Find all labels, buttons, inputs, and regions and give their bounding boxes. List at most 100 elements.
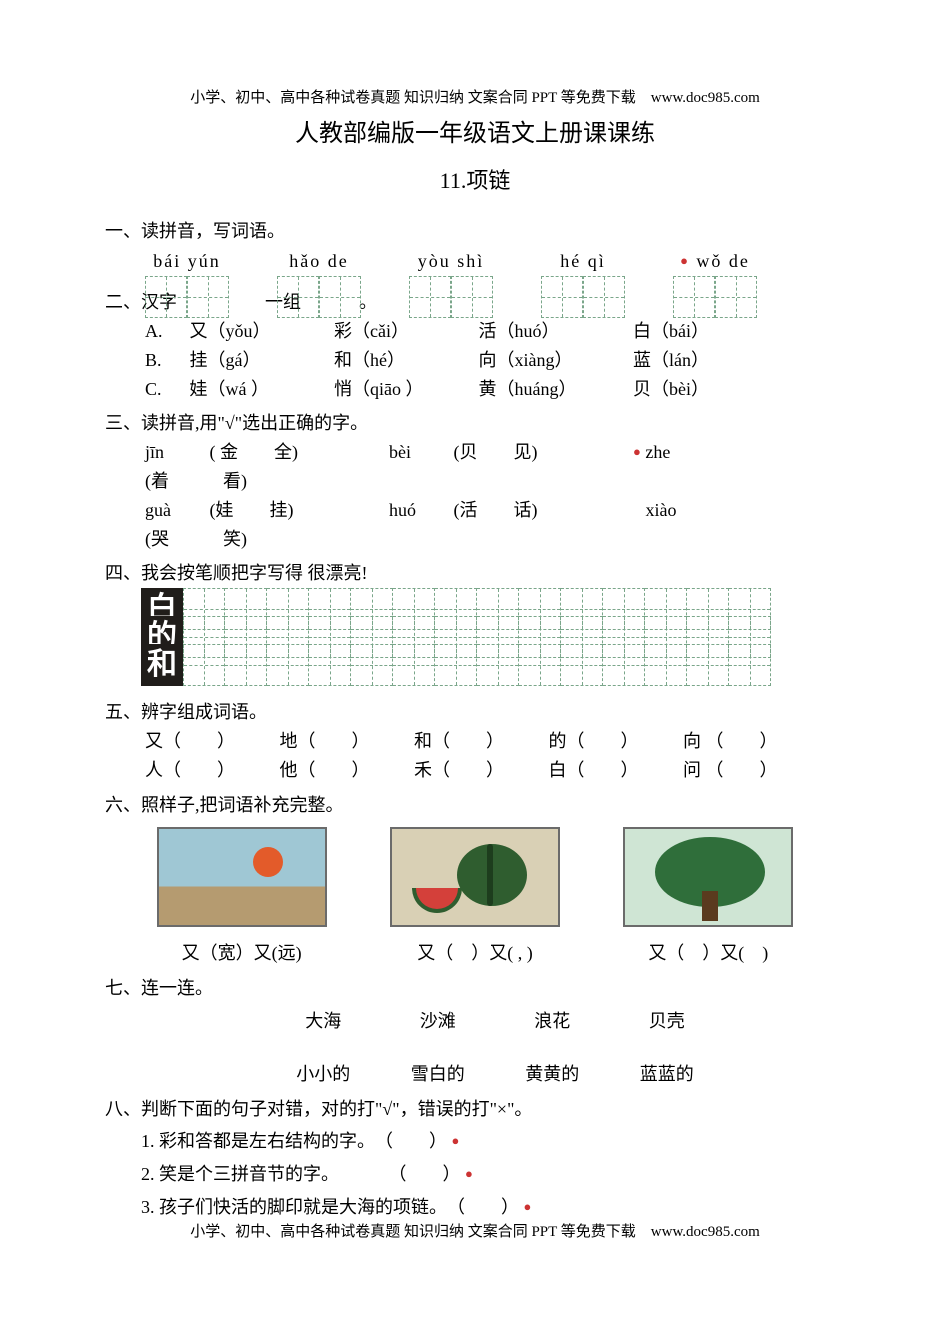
word-blank[interactable]: 白（ ） [549,756,679,785]
word-blank[interactable]: 他（ ） [280,756,410,785]
match-word[interactable]: 沙滩 [383,1007,493,1036]
caption: 又（宽）又(远) [142,939,342,968]
opt-cell: 和（hé） [334,346,474,375]
doc-title: 人教部编版一年级语文上册课课练 [105,115,845,153]
match-bottom[interactable]: 小小的 雪白的 黄黄的 蓝蓝的 [105,1060,845,1089]
tianzi-cell[interactable] [435,644,477,686]
tianzi-cell[interactable] [225,644,267,686]
opt-label: A. [145,317,185,346]
opt-cell: 向（xiàng） [479,346,629,375]
s2-row-a: A. 又（yǒu） 彩（cǎi） 活（huó） 白（bái） [105,317,845,346]
section-5: 五、辨字组成词语。 又（ ） 地（ ） 和（ ） 的（ ） 向 （ ） 人（ ）… [105,698,845,784]
section-8: 八、判断下面的句子对错，对的打"√"，错误的打"×"。 1. 彩和答都是左右结构… [105,1095,845,1222]
s8-item[interactable]: 2. 笑是个三拼音节的字。 （ ） ● [105,1160,845,1189]
s8-heading: 八、判断下面的句子对错，对的打"√"，错误的打"×"。 [105,1095,845,1124]
s4-heading: 四、我会按笔顺把字写得 很漂亮! [105,559,845,588]
opt-cell: 又（yǒu） [190,317,330,346]
opt-cell: 蓝（lán） [633,346,773,375]
image-sunset [157,827,327,927]
tianzi-cell[interactable] [351,644,393,686]
word-blank[interactable]: 向 （ ） [683,727,813,756]
pinyin: ● wǒ de [680,247,750,276]
tianzi-strip[interactable] [183,644,771,686]
s8-item[interactable]: 3. 孩子们快活的脚印就是大海的项链。 （ ） ● [105,1193,845,1222]
word-blank[interactable]: 地（ ） [280,727,410,756]
image-watermelon [390,827,560,927]
pinyin-label: guà [145,496,205,525]
tianzi-cell[interactable] [309,644,351,686]
stroke-grid: 白 的 和 [105,588,845,678]
tianzi-cell[interactable] [715,276,757,318]
s3-heading: 三、读拼音,用"√"选出正确的字。 [105,409,845,438]
tianzi-cell[interactable] [541,276,583,318]
tianzi-cell[interactable] [277,276,319,318]
tianzi-cell[interactable] [145,276,187,318]
tianzi-cell[interactable] [519,644,561,686]
char-box: 和 [141,644,183,686]
pinyin-label: xiào [646,496,696,525]
tianzi-cell[interactable] [451,276,493,318]
pinyin: hé qì [560,247,606,276]
tianzi-cell[interactable] [645,644,687,686]
s6-heading: 六、照样子,把词语补充完整。 [105,791,845,820]
pinyin-item: yòu shì [409,247,493,318]
tianzi-cell[interactable] [393,644,435,686]
tianzi-cell[interactable] [673,276,715,318]
pinyin-item: bái yún [145,247,229,318]
pinyin-item: hǎo de [277,247,361,318]
section-6: 六、照样子,把词语补充完整。 又（宽）又(远) 又（ ）又( , ) 又（ ）又… [105,791,845,969]
word-blank[interactable]: 又（ ） [145,727,275,756]
page-header: 小学、初中、高中各种试卷真题 知识归纳 文案合同 PPT 等免费下载 www.d… [0,86,950,110]
s8-item[interactable]: 1. 彩和答都是左右结构的字。 （ ） ● [105,1127,845,1156]
tianzi-cell[interactable] [687,644,729,686]
section-1: 一、读拼音，写词语。 bái yún hǎo de yòu shì hé qì … [105,217,845,319]
opt-label: C. [145,375,185,404]
choice-paren[interactable]: (活 话) [454,496,629,525]
pinyin-label: huó [389,496,449,525]
tianzi-cell[interactable] [183,644,225,686]
tianzi-cell[interactable] [319,276,361,318]
section-7: 七、连一连。 大海 沙滩 浪花 贝壳 小小的 雪白的 黄黄的 蓝蓝的 [105,974,845,1088]
marker-dot: ● [680,253,690,268]
tianzi-cell[interactable] [409,276,451,318]
word-blank[interactable]: 问 （ ） [683,756,813,785]
opt-cell: 娃（wá ） [190,375,330,404]
match-word[interactable]: 小小的 [268,1060,378,1089]
caption-blank[interactable]: 又（ ）又( , ) [375,939,575,968]
tianzi-cell[interactable] [187,276,229,318]
s5-row: 又（ ） 地（ ） 和（ ） 的（ ） 向 （ ） [105,727,845,756]
opt-cell: 贝（bèi） [633,375,773,404]
word-blank[interactable]: 人（ ） [145,756,275,785]
match-word[interactable]: 黄黄的 [497,1060,607,1089]
match-word[interactable]: 雪白的 [383,1060,493,1089]
match-word[interactable]: 大海 [268,1007,378,1036]
choice-paren[interactable]: ( 金 全) [210,438,385,467]
s2-row-c: C. 娃（wá ） 悄（qiāo ） 黄（huáng） 贝（bèi） [105,375,845,404]
tianzi-cell[interactable] [561,644,603,686]
word-blank[interactable]: 的（ ） [549,727,679,756]
opt-cell: 悄（qiāo ） [334,375,474,404]
tianzi-cell[interactable] [267,644,309,686]
tianzi-cell[interactable] [583,276,625,318]
match-word[interactable]: 贝壳 [612,1007,722,1036]
doc-subtitle: 11.项链 [105,163,845,198]
s2-row-b: B. 挂（gá） 和（hé） 向（xiàng） 蓝（lán） [105,346,845,375]
opt-cell: 活（huó） [479,317,629,346]
choice-paren[interactable]: (着 看) [145,467,320,496]
marker-dot: ● [524,1199,532,1214]
tianzi-cell[interactable] [603,644,645,686]
match-word[interactable]: 蓝蓝的 [612,1060,722,1089]
tianzi-cell[interactable] [729,644,771,686]
match-word[interactable]: 浪花 [497,1007,607,1036]
caption-blank[interactable]: 又（ ）又( ) [608,939,808,968]
pinyin: hǎo de [289,247,348,276]
match-top[interactable]: 大海 沙滩 浪花 贝壳 [105,1007,845,1036]
tianzi-cell[interactable] [477,644,519,686]
s1-heading: 一、读拼音，写词语。 [105,217,845,246]
word-blank[interactable]: 禾（ ） [414,756,544,785]
word-blank[interactable]: 和（ ） [414,727,544,756]
s3-row: guà (娃 挂) huó (活 话) xiào (哭 笑) [105,496,845,554]
choice-paren[interactable]: (贝 见) [454,438,629,467]
choice-paren[interactable]: (娃 挂) [210,496,385,525]
choice-paren[interactable]: (哭 笑) [145,525,320,554]
